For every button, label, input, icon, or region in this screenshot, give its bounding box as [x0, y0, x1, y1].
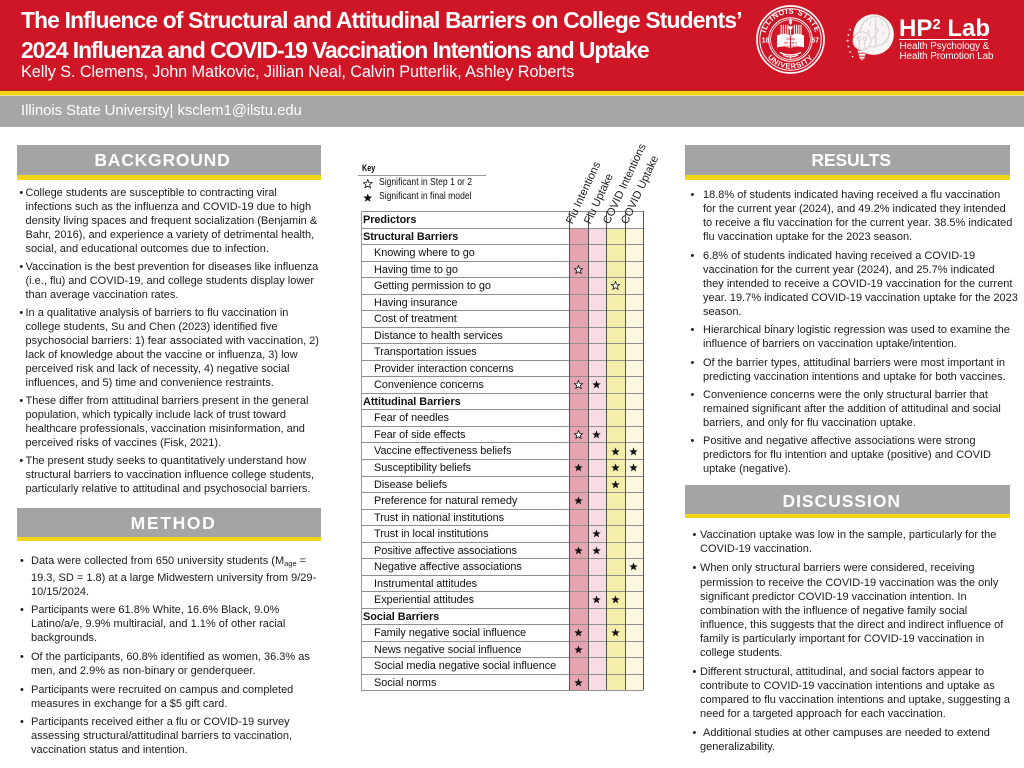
svg-text:and teach: and teach [783, 44, 798, 48]
svg-text:Gladly: Gladly [786, 37, 796, 41]
svg-text:we learn: we learn [784, 41, 797, 45]
svg-text:57: 57 [811, 36, 819, 45]
svg-text:18: 18 [762, 36, 770, 45]
